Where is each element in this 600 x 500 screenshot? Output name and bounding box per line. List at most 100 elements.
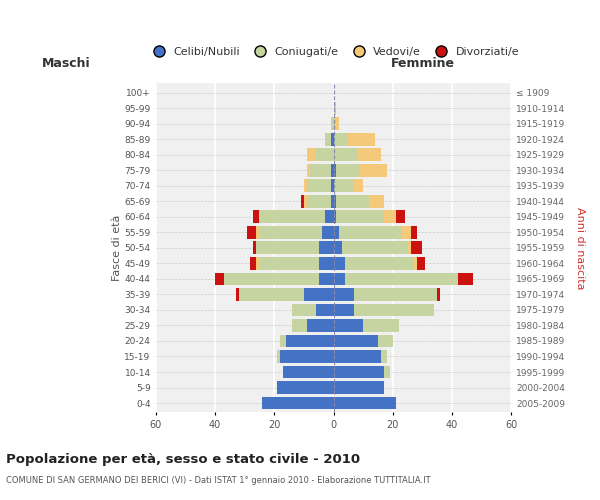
Bar (331, 133, 334, 145)
Bar (319, 272, 334, 285)
Bar (304, 195, 307, 207)
Bar (283, 366, 334, 378)
Bar (346, 272, 458, 285)
Bar (307, 164, 310, 176)
Bar (316, 148, 334, 161)
Bar (334, 257, 346, 270)
Bar (325, 210, 334, 223)
Bar (402, 226, 410, 238)
Bar (307, 195, 331, 207)
Bar (256, 226, 259, 238)
Bar (319, 242, 334, 254)
Bar (340, 226, 402, 238)
Bar (280, 350, 334, 363)
Bar (259, 226, 322, 238)
Bar (354, 304, 434, 316)
Bar (334, 272, 346, 285)
Bar (334, 350, 381, 363)
Bar (319, 257, 334, 270)
Bar (416, 257, 425, 270)
Bar (334, 195, 337, 207)
Bar (262, 396, 334, 409)
Bar (307, 319, 334, 332)
Bar (277, 381, 334, 394)
Bar (413, 257, 416, 270)
Bar (239, 288, 304, 301)
Bar (334, 118, 337, 130)
Bar (337, 118, 340, 130)
Bar (360, 164, 387, 176)
Bar (316, 304, 334, 316)
Bar (346, 257, 413, 270)
Bar (354, 288, 437, 301)
Bar (307, 148, 316, 161)
Bar (310, 164, 331, 176)
Bar (334, 242, 343, 254)
Bar (334, 102, 337, 115)
Bar (253, 210, 259, 223)
Bar (334, 288, 354, 301)
Bar (334, 366, 384, 378)
Bar (381, 350, 387, 363)
Bar (337, 195, 369, 207)
Bar (354, 180, 363, 192)
Legend: Celibi/Nubili, Coniugati/e, Vedovi/e, Divorziati/e: Celibi/Nubili, Coniugati/e, Vedovi/e, Di… (143, 43, 523, 62)
Bar (437, 288, 440, 301)
Bar (259, 257, 319, 270)
Bar (396, 210, 404, 223)
Bar (334, 133, 349, 145)
Bar (334, 304, 354, 316)
Bar (458, 272, 473, 285)
Y-axis label: Fasce di età: Fasce di età (112, 214, 122, 281)
Bar (325, 133, 331, 145)
Bar (349, 133, 375, 145)
Text: COMUNE DI SAN GERMANO DEI BERICI (VI) - Dati ISTAT 1° gennaio 2010 - Elaborazion: COMUNE DI SAN GERMANO DEI BERICI (VI) - … (6, 476, 431, 485)
Bar (337, 210, 384, 223)
Bar (337, 164, 360, 176)
Bar (250, 257, 256, 270)
Bar (334, 396, 396, 409)
Bar (277, 350, 280, 363)
Bar (256, 242, 319, 254)
Bar (407, 242, 410, 254)
Bar (215, 272, 224, 285)
Bar (334, 180, 354, 192)
Bar (286, 334, 334, 347)
Bar (384, 210, 396, 223)
Bar (304, 180, 307, 192)
Bar (334, 210, 337, 223)
Bar (301, 195, 304, 207)
Bar (280, 334, 286, 347)
Bar (334, 381, 384, 394)
Bar (334, 164, 337, 176)
Bar (292, 319, 307, 332)
Bar (253, 242, 256, 254)
Bar (384, 366, 390, 378)
Y-axis label: Anni di nascita: Anni di nascita (575, 206, 585, 289)
Bar (256, 257, 259, 270)
Bar (322, 226, 334, 238)
Bar (331, 195, 334, 207)
Bar (331, 180, 334, 192)
Bar (292, 304, 316, 316)
Bar (334, 148, 357, 161)
Bar (343, 242, 407, 254)
Bar (334, 334, 378, 347)
Bar (378, 334, 393, 347)
Bar (259, 210, 325, 223)
Bar (410, 226, 416, 238)
Bar (331, 118, 334, 130)
Text: Maschi: Maschi (42, 57, 91, 70)
Bar (304, 288, 334, 301)
Bar (224, 272, 319, 285)
Bar (369, 195, 384, 207)
Bar (247, 226, 256, 238)
Bar (236, 288, 239, 301)
Bar (363, 319, 399, 332)
Bar (334, 226, 340, 238)
Bar (331, 164, 334, 176)
Text: Popolazione per età, sesso e stato civile - 2010: Popolazione per età, sesso e stato civil… (6, 452, 360, 466)
Bar (334, 319, 363, 332)
Bar (410, 242, 422, 254)
Bar (307, 180, 331, 192)
